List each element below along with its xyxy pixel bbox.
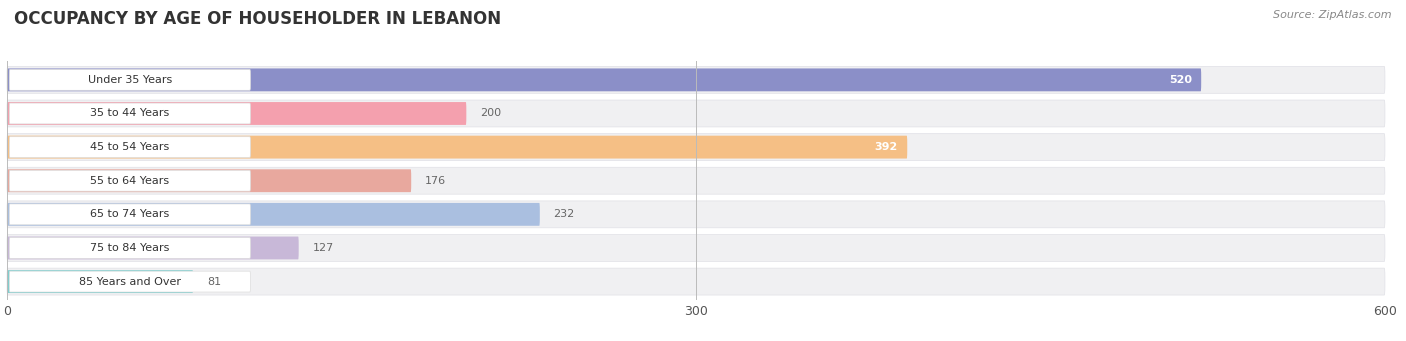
FancyBboxPatch shape xyxy=(7,169,411,192)
FancyBboxPatch shape xyxy=(7,167,1385,194)
Text: 45 to 54 Years: 45 to 54 Years xyxy=(90,142,170,152)
Text: 55 to 64 Years: 55 to 64 Years xyxy=(90,176,170,186)
FancyBboxPatch shape xyxy=(7,69,1201,91)
Text: 81: 81 xyxy=(207,277,221,286)
Text: Under 35 Years: Under 35 Years xyxy=(87,75,172,85)
Text: 200: 200 xyxy=(479,108,501,118)
Text: Source: ZipAtlas.com: Source: ZipAtlas.com xyxy=(1274,10,1392,20)
FancyBboxPatch shape xyxy=(7,134,1385,161)
Text: 75 to 84 Years: 75 to 84 Years xyxy=(90,243,170,253)
FancyBboxPatch shape xyxy=(7,102,467,125)
FancyBboxPatch shape xyxy=(7,201,1385,228)
Text: OCCUPANCY BY AGE OF HOUSEHOLDER IN LEBANON: OCCUPANCY BY AGE OF HOUSEHOLDER IN LEBAN… xyxy=(14,10,501,28)
FancyBboxPatch shape xyxy=(7,66,1385,93)
FancyBboxPatch shape xyxy=(7,100,1385,127)
Text: 127: 127 xyxy=(312,243,333,253)
FancyBboxPatch shape xyxy=(10,137,250,158)
FancyBboxPatch shape xyxy=(10,271,250,292)
FancyBboxPatch shape xyxy=(10,103,250,124)
FancyBboxPatch shape xyxy=(7,235,1385,262)
Text: 232: 232 xyxy=(554,209,575,219)
Text: 65 to 74 Years: 65 to 74 Years xyxy=(90,209,170,219)
FancyBboxPatch shape xyxy=(7,203,540,226)
FancyBboxPatch shape xyxy=(7,270,193,293)
Text: 520: 520 xyxy=(1168,75,1192,85)
FancyBboxPatch shape xyxy=(7,268,1385,295)
FancyBboxPatch shape xyxy=(10,170,250,191)
FancyBboxPatch shape xyxy=(10,238,250,258)
Text: 85 Years and Over: 85 Years and Over xyxy=(79,277,181,286)
FancyBboxPatch shape xyxy=(10,204,250,225)
FancyBboxPatch shape xyxy=(7,136,907,159)
Text: 392: 392 xyxy=(875,142,898,152)
Text: 35 to 44 Years: 35 to 44 Years xyxy=(90,108,170,118)
FancyBboxPatch shape xyxy=(10,70,250,90)
FancyBboxPatch shape xyxy=(7,237,298,260)
Text: 176: 176 xyxy=(425,176,446,186)
